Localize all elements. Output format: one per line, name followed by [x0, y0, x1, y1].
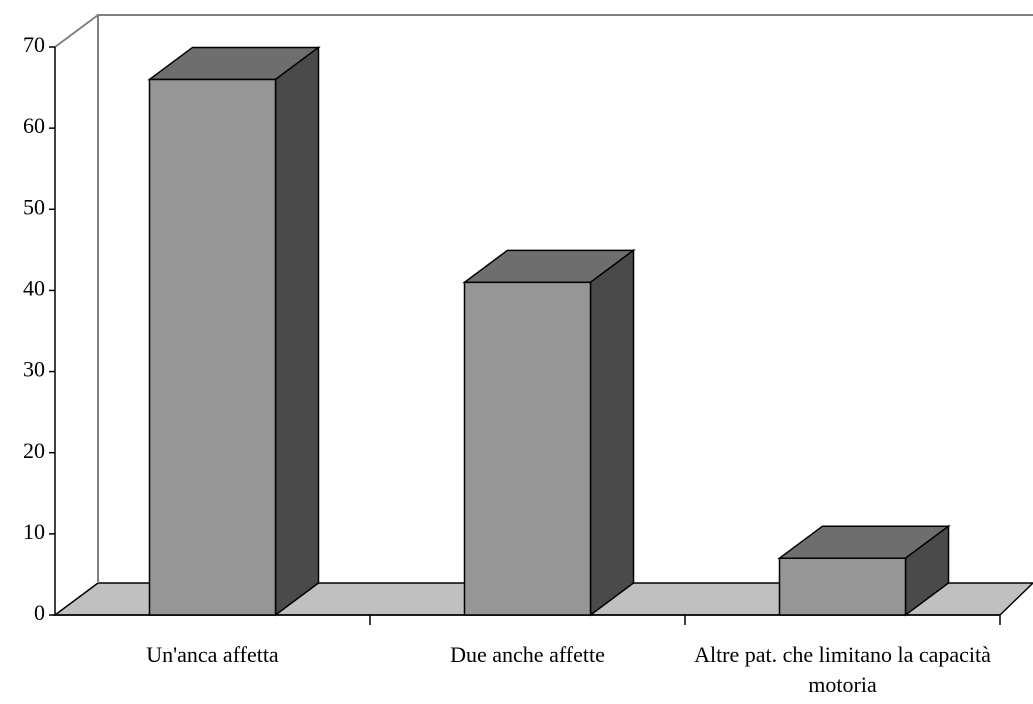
x-tick-label: Un'anca affetta [146, 642, 279, 667]
bar-side [589, 248, 635, 617]
bar-front [148, 78, 277, 616]
x-tick-label: Due anche affette [450, 642, 605, 667]
bar-front [778, 557, 907, 616]
bar [147, 45, 321, 617]
bar-side [274, 45, 320, 617]
bar [462, 248, 636, 617]
y-tick-label: 30 [23, 357, 45, 382]
y-tick-label: 70 [23, 32, 45, 57]
y-tick-label: 60 [23, 113, 45, 138]
bar [777, 524, 951, 617]
side-wall [54, 14, 99, 48]
y-tick-label: 0 [34, 600, 45, 625]
y-tick-label: 20 [23, 438, 45, 463]
y-tick-label: 10 [23, 519, 45, 544]
bar-front [463, 281, 592, 616]
x-tick-label: Altre pat. che limitano la capacità moto… [694, 642, 991, 697]
y-tick-label: 40 [23, 275, 45, 300]
y-tick-label: 50 [23, 194, 45, 219]
